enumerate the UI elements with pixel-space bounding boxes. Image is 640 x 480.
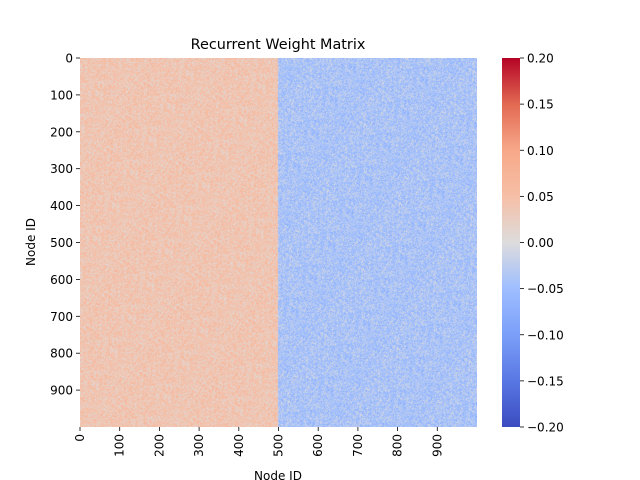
colorbar-tick-label: 0.20 <box>527 52 554 66</box>
colorbar: 0.20 0.15 0.10 0.05 0.00 −0.05 −0.10 −0.15 −0.20 <box>502 52 564 435</box>
colorbar-tick-label: 0.15 <box>527 98 554 112</box>
y-tick-label: 100 <box>50 88 73 102</box>
x-axis: 0 100 200 300 400 500 600 700 800 900 <box>73 427 444 457</box>
x-tick-label: 900 <box>430 434 444 457</box>
colorbar-gradient <box>502 58 520 427</box>
y-tick-label: 200 <box>50 125 73 139</box>
colorbar-tick-label: 0.00 <box>527 236 554 250</box>
heatmap-area <box>80 58 477 427</box>
y-tick-label: 700 <box>50 310 73 324</box>
x-tick-label: 500 <box>272 434 286 457</box>
y-tick-label: 400 <box>50 199 73 213</box>
y-tick-label: 800 <box>50 347 73 361</box>
x-tick-label: 300 <box>192 434 206 457</box>
y-tick-label: 900 <box>50 384 73 398</box>
y-tick-label: 300 <box>50 162 73 176</box>
y-axis-label: Node ID <box>24 218 38 266</box>
colorbar-tick-label: −0.05 <box>527 282 564 296</box>
x-tick-label: 0 <box>73 434 87 442</box>
chart-title: Recurrent Weight Matrix <box>191 37 366 53</box>
colorbar-tick-label: 0.05 <box>527 190 554 204</box>
x-tick-label: 800 <box>391 434 405 457</box>
colorbar-tick-label: −0.15 <box>527 374 564 388</box>
x-tick-label: 100 <box>113 434 127 457</box>
x-tick-label: 600 <box>311 434 325 457</box>
x-tick-label: 400 <box>232 434 246 457</box>
colorbar-ticks: 0.20 0.15 0.10 0.05 0.00 −0.05 −0.10 −0.15 −0.20 <box>520 52 564 435</box>
y-tick-label: 500 <box>50 236 73 250</box>
x-axis-label: Node ID <box>254 469 302 480</box>
y-tick-label: 0 <box>65 52 73 66</box>
x-tick-label: 700 <box>351 434 365 457</box>
y-axis: 0 100 200 300 400 500 600 700 800 900 <box>50 52 80 398</box>
colorbar-tick-label: 0.10 <box>527 144 554 158</box>
y-tick-label: 600 <box>50 273 73 287</box>
heatmap-cells <box>80 58 477 427</box>
colorbar-tick-label: −0.20 <box>527 421 564 435</box>
colorbar-tick-label: −0.10 <box>527 328 564 342</box>
x-tick-label: 200 <box>152 434 166 457</box>
